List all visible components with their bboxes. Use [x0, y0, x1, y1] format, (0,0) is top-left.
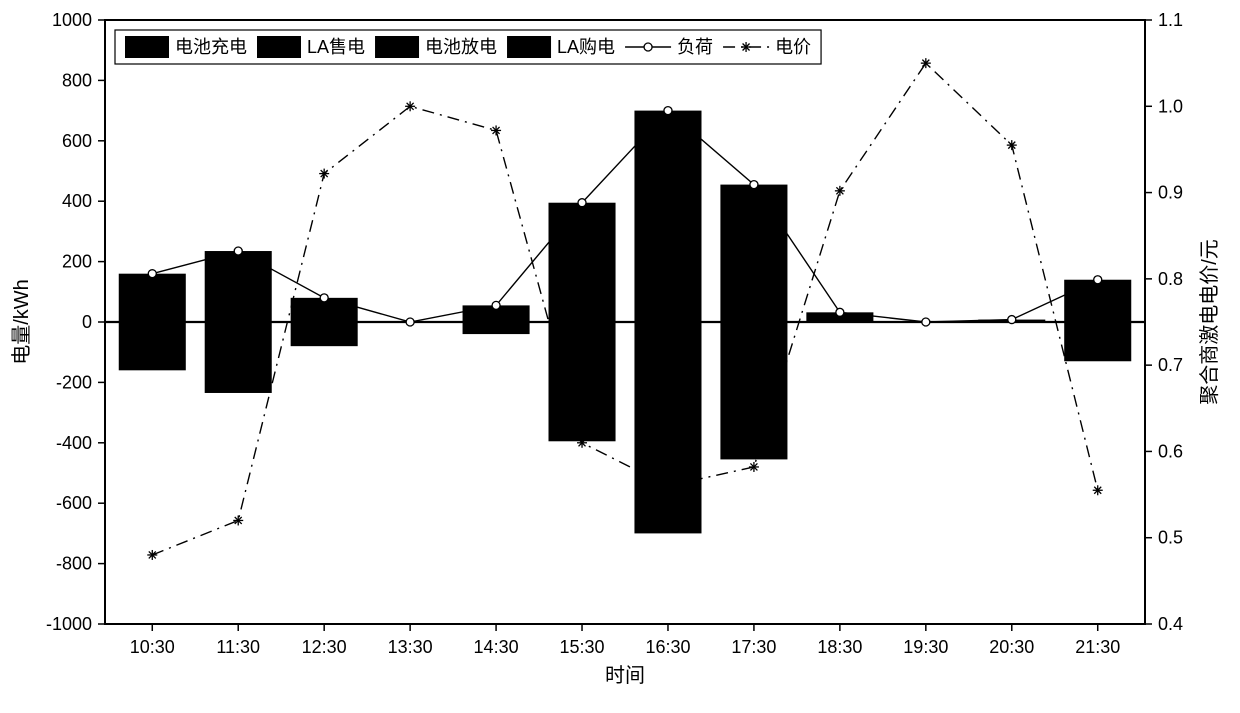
yL-tick-label: 600 — [62, 131, 92, 151]
legend-item: 电池充电 — [125, 36, 247, 58]
bar-pos — [549, 203, 616, 322]
legend-label: 电池放电 — [425, 37, 497, 57]
chart-container: -1000 -800 -600 -400 -200 0 200 400 600 800 1000 0.… — [0, 0, 1240, 713]
yL-tick-label: -1000 — [46, 614, 92, 634]
x-tick-label: 10:30 — [130, 637, 175, 657]
x-tick-label: 20:30 — [989, 637, 1034, 657]
bar-pos — [634, 111, 701, 322]
legend-label: 负荷 — [677, 37, 713, 57]
bar-neg — [463, 322, 530, 334]
legend-label: 电池充电 — [175, 37, 247, 57]
x-axis-label: 时间 — [605, 664, 645, 687]
legend-item: LA购电 — [507, 36, 615, 58]
x-tick-label: 18:30 — [817, 637, 862, 657]
yL-tick-label: 0 — [82, 312, 92, 332]
bar-neg — [1064, 322, 1131, 361]
legend: 电池充电 LA售电 电池放电 LA购电 负荷 电价 — [115, 30, 821, 64]
yR-tick-label: 0.9 — [1158, 183, 1183, 203]
x-tick-label: 15:30 — [560, 637, 605, 657]
yL-tick-label: 400 — [62, 191, 92, 211]
yL-tick-label: 200 — [62, 252, 92, 272]
yR-tick-label: 1.0 — [1158, 96, 1183, 116]
legend-item: LA售电 — [257, 36, 365, 58]
bar-pos — [119, 274, 186, 322]
yR-tick-label: 0.7 — [1158, 355, 1183, 375]
bar-neg — [119, 322, 186, 370]
yR-tick-label: 0.5 — [1158, 528, 1183, 548]
legend-label: LA售电 — [307, 37, 365, 57]
bar-neg — [205, 322, 272, 393]
yR-axis-label: 聚合商激电电价/元 — [1198, 239, 1221, 405]
yL-axis-label: 电量/kWh — [10, 279, 33, 365]
bar-neg — [720, 322, 787, 459]
x-tick-label: 14:30 — [474, 637, 519, 657]
x-tick-label: 11:30 — [216, 637, 260, 657]
yR-tick-label: 0.8 — [1158, 269, 1183, 289]
yR-tick-label: 1.1 — [1158, 10, 1183, 30]
chart-svg: -1000 -800 -600 -400 -200 0 200 400 600 800 1000 0.… — [0, 0, 1240, 713]
x-tick-label: 17:30 — [731, 637, 776, 657]
legend-label: LA购电 — [557, 37, 615, 57]
legend-item: 电池放电 — [375, 36, 497, 58]
bar-pos — [1064, 280, 1131, 322]
x-tick-label: 13:30 — [388, 637, 433, 657]
yR-tick-label: 0.6 — [1158, 441, 1183, 461]
yR-tick-label: 0.4 — [1158, 614, 1183, 634]
yL-tick-label: 800 — [62, 70, 92, 90]
bar-neg — [549, 322, 616, 441]
bar-neg — [634, 322, 701, 533]
x-tick-label: 19:30 — [903, 637, 948, 657]
bar-neg — [291, 322, 358, 346]
yL-tick-label: -400 — [56, 433, 92, 453]
x-tick-label: 12:30 — [302, 637, 347, 657]
bar-pos — [720, 185, 787, 322]
yL-tick-label: -800 — [56, 554, 92, 574]
yL-tick-label: -600 — [56, 493, 92, 513]
legend-label: 电价 — [775, 37, 811, 57]
x-tick-label: 16:30 — [645, 637, 690, 657]
x-tick-label: 21:30 — [1075, 637, 1120, 657]
yL-tick-label: -200 — [56, 372, 92, 392]
bar-pos — [205, 251, 272, 322]
yL-tick-label: 1000 — [52, 10, 92, 30]
